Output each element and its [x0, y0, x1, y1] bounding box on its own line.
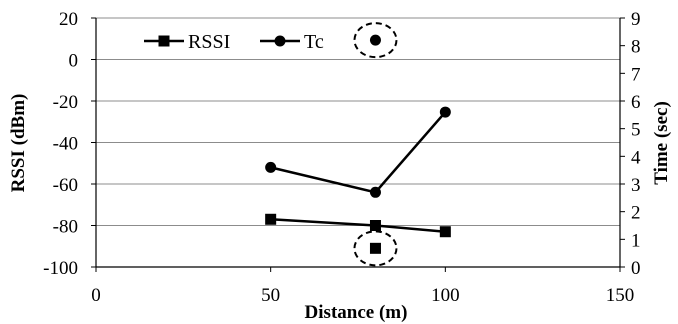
x-axis-title: Distance (m) — [305, 302, 408, 323]
grid-lines — [96, 17, 620, 268]
y2-tick-label: 4 — [631, 147, 641, 168]
point-tc — [439, 106, 451, 118]
y2-tick-label: 1 — [631, 230, 641, 251]
point-rssi — [369, 220, 381, 231]
annotation-layer — [353, 22, 398, 267]
y-tick-label: -100 — [43, 258, 78, 279]
legend-marker-tc — [274, 35, 286, 47]
y-tick-label: -80 — [53, 217, 78, 238]
legend-label-tc: Tc — [304, 31, 324, 53]
series-layer — [265, 106, 451, 238]
legend: RSSI Tc — [144, 31, 324, 53]
y-tick-label: -20 — [53, 92, 78, 113]
tick-labels: 20 0 -20 -40 -60 -80 -100 0 1 2 3 4 5 6 7 8 9 0 50 100 150 — [43, 9, 641, 306]
legend-marker-rssi — [158, 35, 170, 47]
x-tick-label: 0 — [91, 285, 101, 306]
y-tick-label: 0 — [69, 51, 79, 72]
dashed-highlight-circle — [353, 22, 398, 59]
y2-tick-label: 6 — [631, 92, 641, 113]
y2-tick-label: 7 — [631, 64, 641, 85]
x-tick-label: 100 — [431, 285, 460, 306]
y2-tick-label: 0 — [631, 258, 641, 279]
point-rssi — [265, 213, 277, 225]
y2-tick-label: 9 — [631, 9, 641, 30]
y-tick-label: -60 — [53, 175, 78, 196]
axes — [91, 17, 625, 272]
point-tc — [369, 186, 381, 198]
y-axis-title: RSSI (dBm) — [8, 94, 29, 193]
y-tick-label: -40 — [53, 134, 78, 155]
point-tc — [265, 161, 277, 173]
x-tick-label: 150 — [606, 285, 635, 306]
y2-tick-label: 5 — [631, 120, 641, 141]
annotation-point-rssi — [369, 242, 381, 254]
x-tick-label: 50 — [261, 285, 280, 306]
y-tick-label: 20 — [59, 9, 78, 30]
y2-axis-title: Time (sec) — [651, 101, 672, 185]
annotation-point-tc — [369, 34, 381, 46]
series-line-tc — [270, 111, 447, 194]
y2-tick-label: 8 — [631, 37, 641, 58]
point-rssi — [439, 226, 451, 238]
y2-tick-label: 3 — [631, 175, 641, 196]
legend-label-rssi: RSSI — [188, 31, 230, 53]
y2-tick-label: 2 — [631, 203, 641, 224]
